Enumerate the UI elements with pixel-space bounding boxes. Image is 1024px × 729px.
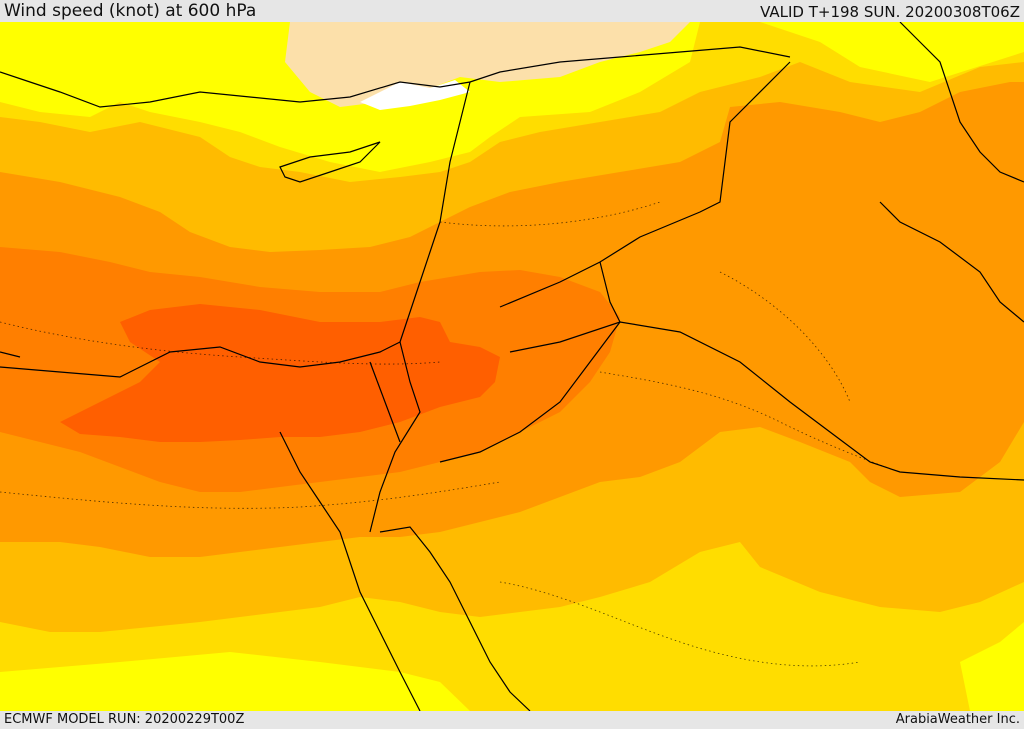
red-sea-east-coast xyxy=(379,526,531,711)
model-run: ECMWF MODEL RUN: 20200229T00Z xyxy=(4,712,245,727)
egypt-north-coast xyxy=(0,341,401,378)
turkey-coast xyxy=(299,46,791,103)
saudi-iraq-border xyxy=(509,321,1024,481)
map-title: Wind speed (knot) at 600 hPa xyxy=(4,1,257,21)
yellow-band-north xyxy=(0,22,1024,172)
valid-time: VALID T+198 SUN. 20200308T06Z xyxy=(760,3,1020,21)
eastern-coast xyxy=(899,22,1024,183)
gulf-of-suez xyxy=(369,341,421,533)
white-patch xyxy=(360,80,470,110)
sinai-border xyxy=(369,361,401,443)
red-sea-west-coast xyxy=(279,431,421,711)
jordan-saudi-border xyxy=(499,61,791,308)
red-orange-core xyxy=(60,304,500,442)
footer-bar: ECMWF MODEL RUN: 20200229T00Z ArabiaWeat… xyxy=(0,711,1024,729)
egypt-libya-border xyxy=(0,351,21,358)
dotted-contour-4 xyxy=(499,581,861,667)
yellow-band-south xyxy=(0,652,470,711)
cyprus xyxy=(279,141,381,183)
mediterranean-north-coast xyxy=(0,71,301,108)
levant-coast xyxy=(399,81,471,343)
jordan-iraq-border xyxy=(439,261,621,463)
dotted-contour-5 xyxy=(719,271,851,403)
dotted-contour-3 xyxy=(599,371,901,473)
wind-speed-map xyxy=(0,22,1024,711)
dotted-contour-2 xyxy=(0,481,501,509)
dotted-contour-6 xyxy=(439,201,661,227)
header-bar: Wind speed (knot) at 600 hPa VALID T+198… xyxy=(0,0,1024,22)
yellow-band-south-east xyxy=(960,622,1024,711)
credit: ArabiaWeather Inc. xyxy=(895,712,1020,727)
persian-gulf-coast xyxy=(879,201,1024,323)
